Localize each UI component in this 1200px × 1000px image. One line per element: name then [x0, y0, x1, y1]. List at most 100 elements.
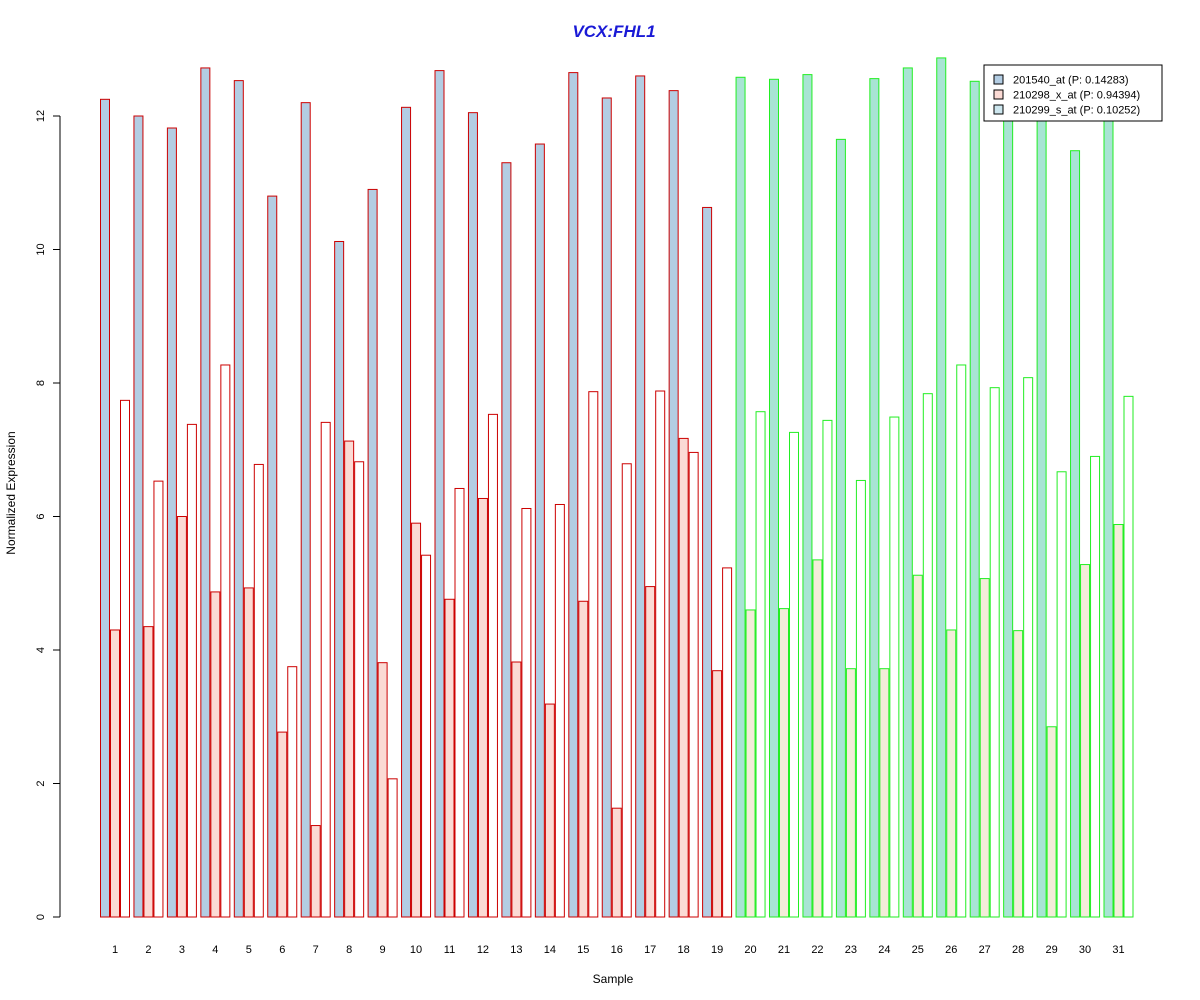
- legend-label-2: 210298_x_at (P: 0.94394): [1013, 90, 1140, 102]
- x-tick-label-15: 15: [577, 944, 589, 956]
- bar-sample-12-series-1: [467, 112, 478, 918]
- bar-sample-30-series-3: [1090, 455, 1101, 918]
- bar-sample-9-series-1: [367, 188, 378, 918]
- bar-sample-5-series-3: [253, 463, 264, 918]
- x-tick-label-5: 5: [246, 944, 252, 956]
- x-tick-label-9: 9: [380, 944, 386, 956]
- bar-sample-7-series-2: [310, 825, 321, 918]
- bar-sample-19-series-1: [702, 206, 713, 918]
- x-tick-label-10: 10: [410, 944, 422, 956]
- bar-sample-15-series-1: [568, 72, 579, 918]
- bar-sample-13-series-3: [521, 507, 532, 918]
- bar-sample-3-series-1: [166, 127, 177, 918]
- chart-title: VCX:FHL1: [572, 22, 655, 41]
- bar-sample-29-series-1: [1036, 105, 1047, 918]
- bar-sample-22-series-3: [822, 419, 833, 918]
- x-tick-labels: 1 2 3 4 5 6 7 8 9 10 11 12 13 14 15 16 17 18 19 20 21 22 23 24 2…: [112, 944, 1125, 956]
- bar-sample-22-series-2: [812, 559, 823, 918]
- x-tick-label-13: 13: [510, 944, 522, 956]
- bar-sample-11-series-3: [454, 487, 465, 918]
- x-tick-label-18: 18: [678, 944, 690, 956]
- bar-sample-28-series-3: [1023, 377, 1034, 918]
- bar-sample-11-series-1: [434, 70, 445, 918]
- x-tick-label-25: 25: [912, 944, 924, 956]
- bar-sample-5-series-1: [233, 80, 244, 918]
- bar-sample-17-series-2: [645, 586, 656, 918]
- x-tick-label-7: 7: [313, 944, 319, 956]
- bar-sample-8-series-1: [334, 240, 345, 918]
- legend-swatch-2: [993, 89, 1004, 100]
- legend-box: [983, 64, 1163, 122]
- bar-sample-22-series-1: [802, 74, 813, 918]
- x-tick-label-24: 24: [878, 944, 890, 956]
- bar-sample-9-series-2: [377, 662, 388, 918]
- bar-sample-14-series-2: [544, 703, 555, 918]
- bar-sample-4-series-1: [200, 67, 211, 918]
- bar-sample-23-series-1: [835, 138, 846, 918]
- bar-sample-18-series-3: [688, 451, 699, 918]
- bar-sample-26-series-2: [946, 629, 957, 918]
- bar-sample-18-series-1: [668, 90, 679, 918]
- bar-sample-10-series-2: [411, 522, 422, 918]
- bar-sample-26-series-1: [936, 57, 947, 918]
- bar-sample-25-series-1: [902, 67, 913, 918]
- x-tick-label-20: 20: [744, 944, 756, 956]
- bar-sample-5-series-2: [243, 587, 254, 918]
- x-tick-label-3: 3: [179, 944, 185, 956]
- bar-sample-15-series-3: [588, 391, 599, 918]
- x-tick-label-22: 22: [811, 944, 823, 956]
- x-tick-label-8: 8: [346, 944, 352, 956]
- bar-sample-21-series-1: [769, 78, 779, 918]
- legend-swatch-1: [993, 74, 1004, 85]
- bar-sample-20-series-1: [735, 76, 746, 918]
- bar-sample-29-series-2: [1046, 726, 1057, 918]
- x-tick-label-11: 11: [444, 944, 455, 956]
- bar-sample-20-series-3: [755, 411, 766, 918]
- y-tick-label: 8: [35, 380, 47, 386]
- x-tick-label-27: 27: [979, 944, 991, 956]
- bar-sample-2-series-1: [133, 115, 144, 918]
- y-tick-label: 6: [35, 513, 47, 519]
- bar-sample-1-series-1: [100, 98, 110, 918]
- bar-sample-3-series-3: [186, 423, 197, 918]
- bar-sample-23-series-2: [845, 668, 856, 918]
- bar-sample-10-series-1: [401, 106, 412, 918]
- bar-sample-25-series-2: [912, 574, 923, 918]
- bar-sample-31-series-3: [1123, 395, 1134, 918]
- x-tick-label-2: 2: [145, 944, 151, 956]
- bar-sample-24-series-1: [869, 78, 880, 918]
- bar-sample-6-series-2: [277, 731, 288, 918]
- x-tick-label-17: 17: [644, 944, 656, 956]
- y-tick-label: 2: [35, 780, 47, 786]
- y-tick-label: 0: [35, 914, 47, 920]
- bar-sample-13-series-2: [511, 661, 522, 918]
- bar-sample-1-series-2: [110, 629, 120, 918]
- bar-sample-11-series-2: [444, 598, 455, 918]
- x-tick-label-29: 29: [1045, 944, 1057, 956]
- y-tick-label: 12: [35, 110, 47, 122]
- legend-swatch-3: [993, 104, 1004, 115]
- bar-sample-25-series-3: [922, 393, 933, 918]
- x-tick-label-1: 1: [112, 944, 118, 956]
- x-tick-label-12: 12: [477, 944, 489, 956]
- bar-sample-4-series-3: [220, 364, 231, 918]
- bar-sample-14-series-3: [554, 503, 565, 918]
- bars-group: [100, 57, 1134, 918]
- y-axis: 0 2 4 6 8 10 12: [35, 110, 61, 920]
- bar-sample-24-series-3: [889, 416, 900, 918]
- bar-sample-12-series-3: [487, 413, 498, 918]
- x-axis-label: Sample: [593, 972, 634, 986]
- bar-sample-1-series-3: [120, 399, 130, 918]
- bar-sample-29-series-3: [1056, 471, 1067, 918]
- x-tick-label-19: 19: [711, 944, 723, 956]
- x-tick-label-14: 14: [544, 944, 556, 956]
- legend-label-3: 210299_s_at (P: 0.10252): [1013, 105, 1140, 117]
- x-tick-label-30: 30: [1079, 944, 1091, 956]
- x-tick-label-4: 4: [212, 944, 218, 956]
- x-tick-label-21: 21: [778, 944, 790, 956]
- bar-sample-16-series-3: [621, 463, 632, 918]
- bar-sample-15-series-2: [578, 600, 589, 918]
- bar-sample-27-series-1: [969, 80, 980, 918]
- bar-sample-24-series-2: [879, 668, 890, 918]
- bar-sample-19-series-3: [722, 567, 733, 918]
